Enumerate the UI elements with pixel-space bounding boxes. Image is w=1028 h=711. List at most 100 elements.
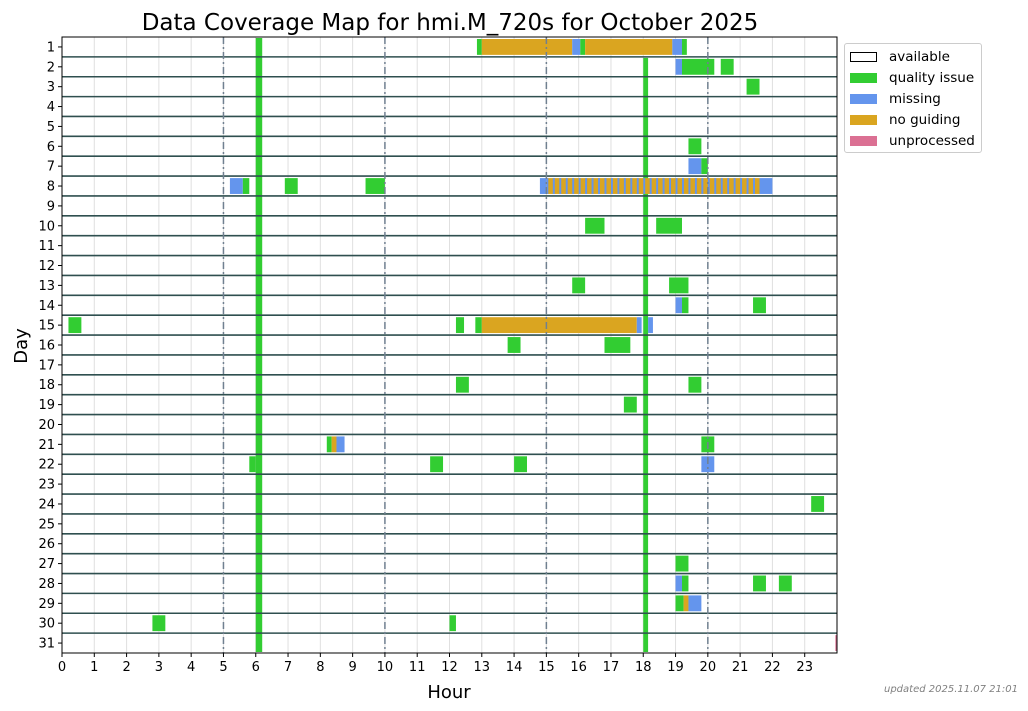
y-tick-label: 5 xyxy=(47,120,55,135)
x-axis-label: Hour xyxy=(427,682,471,703)
segment-quality xyxy=(455,317,465,334)
reference-lines xyxy=(222,37,709,653)
segment-missing xyxy=(701,456,715,473)
segment-noguide xyxy=(585,39,673,55)
y-tick-label: 10 xyxy=(38,219,55,234)
x-tick-label: 23 xyxy=(796,660,813,675)
legend-swatch-no-guiding xyxy=(850,115,877,125)
legend-swatch-unprocessed xyxy=(850,136,877,146)
segment-stripe-missing xyxy=(694,178,697,194)
legend-swatch-available xyxy=(850,52,877,62)
segment-stripe-missing xyxy=(572,178,575,194)
segment-quality xyxy=(365,178,385,194)
x-axis-ticks: 0 1 2 3 4 5 6 7 8 9 10 11 12 13 14 15 16 17 18 19 20 21 22 23 xyxy=(58,653,813,675)
segment-stripe-missing xyxy=(591,178,594,194)
segment-stripe-missing xyxy=(662,178,665,194)
y-tick-label: 9 xyxy=(47,199,55,214)
segment-quality xyxy=(753,297,766,314)
legend-label: unprocessed xyxy=(889,133,975,149)
segment-missing xyxy=(336,436,345,453)
y-tick-label: 31 xyxy=(38,637,55,652)
y-tick-label: 27 xyxy=(38,557,55,572)
segment-quality xyxy=(326,436,332,453)
y-tick-label: 19 xyxy=(38,398,55,413)
segment-stripe-missing xyxy=(701,178,704,194)
segment-stripe-missing xyxy=(578,178,581,194)
x-tick-label: 12 xyxy=(441,660,458,675)
x-tick-label: 18 xyxy=(635,660,652,675)
segment-missing xyxy=(675,58,682,75)
segment-stripe-missing xyxy=(643,178,646,194)
y-tick-label: 16 xyxy=(38,339,55,354)
segment-stripe-missing xyxy=(675,178,678,194)
legend-label: quality issue xyxy=(889,70,975,86)
segment-quality xyxy=(746,78,760,95)
y-tick-label: 14 xyxy=(38,299,55,314)
chart-title: Data Coverage Map for hmi.M_720s for Oct… xyxy=(142,10,759,36)
y-tick-label: 28 xyxy=(38,577,55,592)
segment-quality xyxy=(701,158,708,175)
segment-stripe-missing xyxy=(559,178,562,194)
x-tick-label: 2 xyxy=(122,660,130,675)
segment-stripe-missing xyxy=(552,178,555,194)
quality-issue-column xyxy=(255,38,263,652)
segment-stripe-missing xyxy=(636,178,639,194)
x-tick-label: 5 xyxy=(219,660,227,675)
x-tick-label: 17 xyxy=(603,660,620,675)
y-tick-label: 17 xyxy=(38,358,55,373)
segment-missing xyxy=(636,317,642,334)
segment-quality xyxy=(675,555,689,572)
legend-label: no guiding xyxy=(889,112,961,128)
segment-missing xyxy=(675,575,682,592)
segment-missing xyxy=(675,297,682,314)
y-tick-label: 15 xyxy=(38,319,55,334)
x-tick-label: 0 xyxy=(58,660,66,675)
segment-noguide xyxy=(481,39,573,55)
segment-stripe-missing xyxy=(604,178,607,194)
x-tick-label: 3 xyxy=(155,660,163,675)
segment-quality xyxy=(249,456,256,473)
segment-quality xyxy=(430,456,444,473)
legend-swatch-missing xyxy=(850,94,877,104)
segment-quality xyxy=(753,575,766,592)
segment-missing xyxy=(672,39,682,55)
segment-missing xyxy=(648,317,653,334)
x-tick-label: 21 xyxy=(732,660,749,675)
y-tick-label: 18 xyxy=(38,378,55,393)
segment-quality xyxy=(455,376,469,393)
segment-noguide xyxy=(683,595,689,612)
y-tick-label: 30 xyxy=(38,617,55,632)
y-tick-label: 6 xyxy=(47,140,55,155)
segment-quality xyxy=(572,277,586,294)
y-tick-label: 13 xyxy=(38,279,55,294)
segment-stripe-missing xyxy=(598,178,600,194)
segment-quality xyxy=(669,277,689,294)
segment-stripe-missing xyxy=(740,178,743,194)
x-tick-label: 20 xyxy=(700,660,717,675)
legend-item-unprocessed: unprocessed xyxy=(850,132,975,150)
segment-quality xyxy=(688,138,702,155)
segment-quality xyxy=(604,337,631,353)
segment-quality xyxy=(449,615,456,632)
legend: available quality issue missing no guidi… xyxy=(844,43,982,153)
segment-missing xyxy=(688,595,702,612)
segment-quality xyxy=(152,615,166,632)
x-tick-label: 4 xyxy=(187,660,195,675)
segment-quality xyxy=(623,396,637,413)
segment-noguide xyxy=(331,436,337,453)
y-tick-label: 22 xyxy=(38,458,55,473)
segment-noguide xyxy=(481,317,637,334)
segment-quality xyxy=(476,39,482,55)
segment-stripe-missing xyxy=(565,178,568,194)
segment-stripe-missing xyxy=(630,178,633,194)
segment-stripe-missing xyxy=(688,178,691,194)
x-tick-label: 1 xyxy=(90,660,98,675)
segment-stripe-missing xyxy=(720,178,723,194)
updated-timestamp: updated 2025.11.07 21:01 xyxy=(883,684,1018,695)
y-tick-label: 20 xyxy=(38,418,55,433)
segment-stripe-missing xyxy=(733,178,736,194)
segment-missing xyxy=(759,178,773,194)
x-tick-label: 11 xyxy=(409,660,426,675)
segment-unprocessed xyxy=(835,635,837,651)
